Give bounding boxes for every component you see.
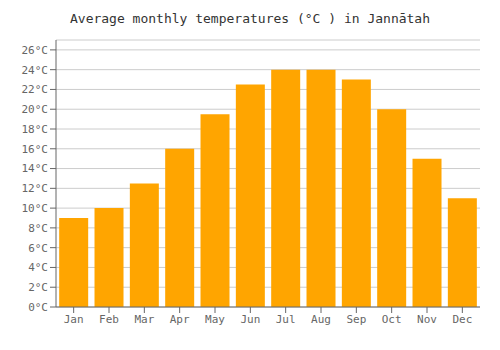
svg-text:Mar: Mar — [134, 313, 154, 326]
svg-text:6°C: 6°C — [28, 242, 48, 255]
svg-text:18°C: 18°C — [22, 123, 49, 136]
svg-text:26°C: 26°C — [22, 44, 49, 57]
svg-text:10°C: 10°C — [22, 202, 49, 215]
svg-text:Jan: Jan — [64, 313, 84, 326]
svg-text:22°C: 22°C — [22, 83, 49, 96]
svg-text:Apr: Apr — [170, 313, 190, 326]
svg-text:Jul: Jul — [276, 313, 296, 326]
svg-text:2°C: 2°C — [28, 281, 48, 294]
svg-text:Dec: Dec — [452, 313, 472, 326]
svg-text:12°C: 12°C — [22, 182, 49, 195]
svg-text:14°C: 14°C — [22, 162, 49, 175]
svg-text:0°C: 0°C — [28, 301, 48, 314]
svg-text:Jun: Jun — [240, 313, 260, 326]
svg-text:May: May — [205, 313, 225, 326]
svg-text:Nov: Nov — [417, 313, 437, 326]
svg-text:Oct: Oct — [382, 313, 402, 326]
svg-text:Sep: Sep — [346, 313, 366, 326]
svg-text:20°C: 20°C — [22, 103, 49, 116]
svg-text:4°C: 4°C — [28, 261, 48, 274]
svg-text:16°C: 16°C — [22, 143, 49, 156]
svg-text:8°C: 8°C — [28, 222, 48, 235]
svg-text:Aug: Aug — [311, 313, 331, 326]
svg-text:24°C: 24°C — [22, 64, 49, 77]
html-text:Average monthly temperatures (: Average monthly temperatures (°C ) in Ja… — [70, 11, 430, 26]
svg-text:Feb: Feb — [99, 313, 119, 326]
